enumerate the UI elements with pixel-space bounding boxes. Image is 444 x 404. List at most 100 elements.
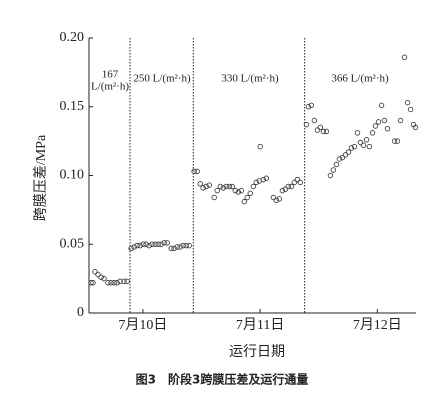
point: [229, 183, 235, 190]
y-tick-label: 0.05: [60, 236, 85, 251]
point: [288, 183, 294, 190]
point: [282, 186, 289, 192]
point: [241, 198, 247, 205]
x-axis-label: 运行日期: [229, 344, 285, 360]
point: [183, 242, 189, 249]
point: [200, 185, 206, 191]
point: [351, 143, 358, 150]
point: [323, 128, 330, 135]
point: [336, 156, 343, 162]
point: [317, 124, 324, 131]
y-tick-label: 0.10: [60, 168, 85, 183]
point: [98, 274, 104, 280]
point: [114, 280, 120, 286]
point: [327, 172, 334, 179]
point: [394, 138, 401, 144]
point: [197, 181, 203, 187]
point: [177, 244, 183, 250]
point: [211, 194, 217, 201]
point: [105, 280, 111, 286]
point: [391, 138, 398, 144]
point: [342, 152, 349, 158]
point: [95, 271, 101, 278]
point: [276, 196, 283, 202]
point: [186, 242, 192, 249]
point: [407, 106, 414, 113]
point: [171, 245, 177, 252]
x-tick-label: 7月11日: [236, 317, 284, 333]
point: [363, 137, 370, 143]
point: [279, 187, 286, 194]
point: [247, 190, 253, 197]
point: [158, 241, 164, 247]
point: [263, 175, 270, 181]
point: [191, 168, 197, 175]
point: [348, 145, 355, 151]
point: [294, 176, 301, 183]
point: [128, 245, 134, 252]
point: [314, 127, 321, 133]
point: [270, 194, 277, 201]
annotation: 250 L/(m²·h): [133, 73, 191, 85]
point: [381, 117, 388, 124]
annotation: 366 L/(m²·h): [331, 73, 389, 85]
point: [244, 194, 250, 201]
point: [168, 245, 174, 252]
point: [223, 183, 229, 190]
point: [291, 179, 298, 186]
point: [124, 278, 130, 285]
point: [412, 124, 419, 131]
point: [345, 149, 352, 155]
point: [401, 54, 408, 60]
point: [250, 183, 257, 190]
point: [333, 161, 340, 168]
x-tick-label: 7月12日: [353, 317, 402, 333]
point: [88, 280, 94, 286]
point: [111, 280, 117, 286]
point: [214, 187, 220, 194]
point: [260, 176, 266, 183]
point: [134, 242, 140, 249]
point: [235, 189, 242, 195]
point: [194, 168, 200, 175]
y-axis-label: 跨膜压差/MPa: [33, 134, 49, 221]
y-tick-label: 0: [77, 305, 84, 320]
point: [360, 142, 367, 148]
point: [308, 102, 315, 109]
point: [137, 242, 143, 249]
point: [378, 102, 385, 109]
point: [232, 187, 238, 194]
point: [108, 280, 114, 286]
point: [384, 126, 391, 132]
point: [180, 242, 186, 249]
point: [257, 143, 263, 150]
point: [404, 99, 411, 106]
point: [273, 197, 279, 203]
point: [146, 242, 152, 249]
point: [90, 280, 96, 286]
point: [303, 121, 310, 128]
point: [285, 183, 292, 190]
point: [217, 183, 223, 190]
point: [305, 104, 312, 110]
point: [206, 182, 212, 188]
point: [375, 119, 382, 125]
point: [238, 187, 244, 194]
point: [121, 278, 127, 285]
point: [372, 123, 379, 129]
point: [101, 275, 107, 282]
point: [253, 179, 259, 186]
point: [161, 240, 167, 246]
annotation: 167: [102, 69, 119, 81]
point: [140, 241, 146, 247]
point: [369, 130, 376, 136]
point: [397, 117, 404, 124]
point: [366, 143, 373, 150]
point: [320, 128, 327, 135]
point: [220, 185, 226, 191]
point: [330, 167, 337, 173]
point: [143, 241, 149, 247]
caption: 图3 阶段3跨膜压差及运行通量: [136, 372, 309, 387]
